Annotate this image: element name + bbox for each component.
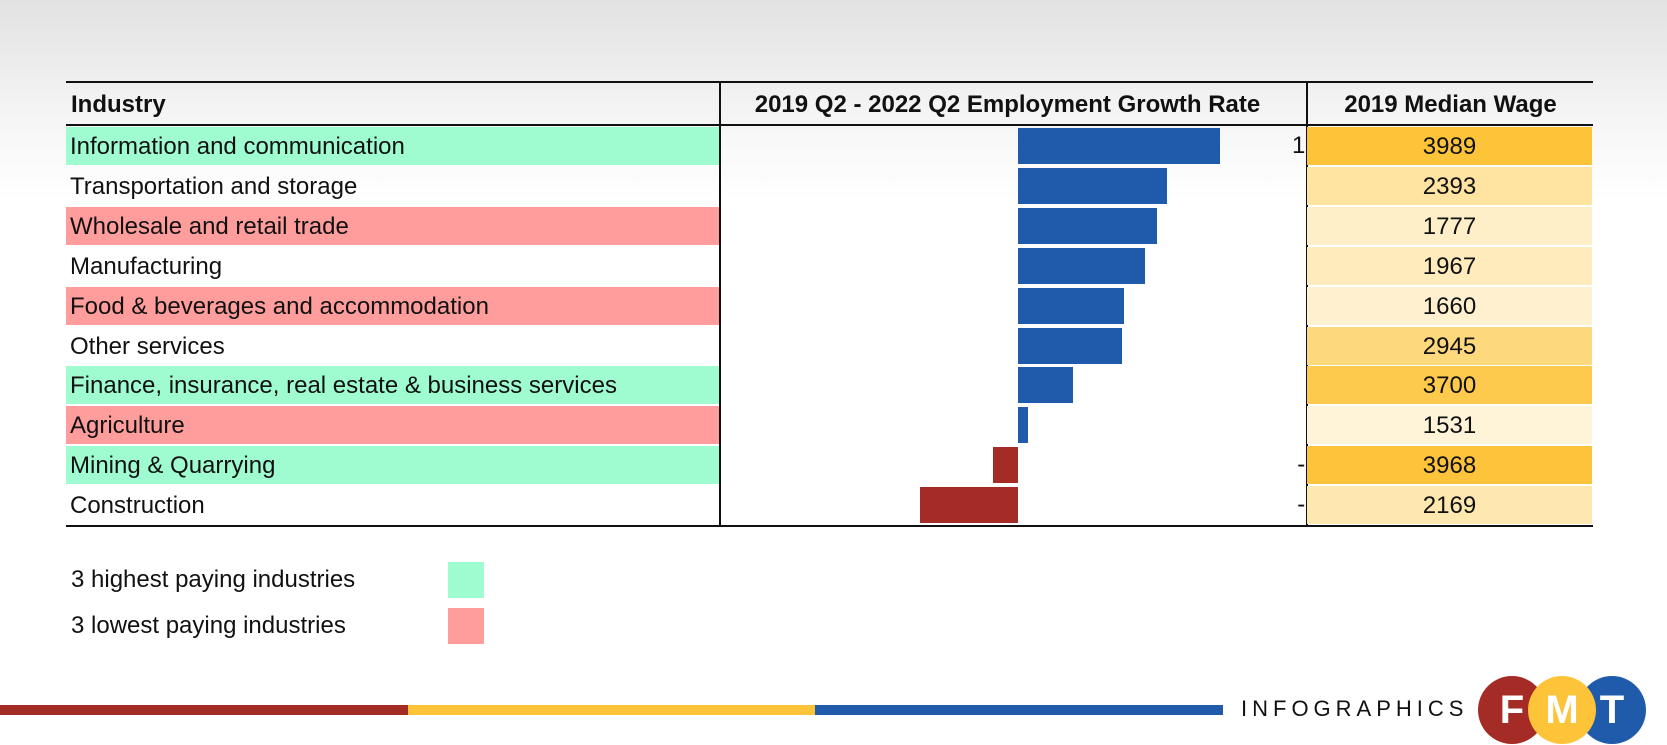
median-wage-cell: 1777 [1307,206,1592,245]
table-row: Other services5.3%2945 [66,326,1593,366]
industry-name: Construction [70,492,205,520]
industry-name: Finance, insurance, real estate & busine… [66,366,719,405]
industry-name: Agriculture [66,406,719,445]
table-row: Agriculture0.5%1531 [66,405,1593,445]
median-wage-cell: 2393 [1307,166,1592,205]
header-industry: Industry [71,91,166,118]
table-row: Construction-5.0%2169 [66,485,1593,525]
table-row: Information and communication10.3%3989 [66,126,1593,166]
logo-letter-m: M [1528,676,1596,744]
growth-bar [1018,128,1220,164]
legend-label-high: 3 highest paying industries [71,566,356,593]
growth-bar [1018,247,1146,284]
median-wage-cell: 2945 [1307,326,1592,365]
industry-name: Manufacturing [70,252,223,280]
growth-bar [1018,287,1124,324]
logo-letter-f: F [1478,676,1546,744]
median-wage-cell: 3989 [1307,127,1592,165]
table-row: Food & beverages and accommodation5.4%16… [66,286,1593,326]
infographics-label: INFOGRAPHICS [1241,696,1469,721]
stripe-red [0,705,408,715]
industry-name: Other services [70,332,225,360]
industry-name: Food & beverages and accommodation [66,286,719,325]
legend-label-low: 3 lowest paying industries [71,612,346,639]
legend-swatch-high [448,562,484,598]
median-wage-cell: 3968 [1307,446,1592,485]
legend-swatch-low [448,608,484,644]
growth-bar [920,487,1018,524]
table-row: Mining & Quarrying-1.3%3968 [66,445,1593,485]
industry-name: Transportation and storage [70,172,358,200]
header-bottom-border [66,124,1593,126]
median-wage-cell: 1531 [1307,406,1592,445]
industry-name: Mining & Quarrying [66,446,719,485]
logo-letter-t: T [1578,676,1646,744]
table-bottom-border [66,525,1593,527]
median-wage-cell: 1967 [1307,246,1592,285]
column-divider-1 [719,81,721,527]
industry-name: Wholesale and retail trade [66,206,719,245]
table-row: Manufacturing6.5%1967 [66,246,1593,286]
growth-bar [992,447,1018,484]
growth-wage-table: Industry 2019 Q2 - 2022 Q2 Employment Gr… [66,81,1593,527]
growth-bar [1018,207,1158,244]
median-wage-cell: 3700 [1307,366,1592,405]
growth-bar [1018,407,1028,444]
stripe-yellow [407,705,816,715]
median-wage-cell: 2169 [1307,486,1592,525]
header-median-wage: 2019 Median Wage [1344,91,1557,118]
growth-bar [1018,327,1122,364]
fmt-logo: F T M [1478,676,1648,744]
table-row: Finance, insurance, real estate & busine… [66,365,1593,405]
growth-bar [1018,367,1073,404]
growth-bar [1018,167,1167,204]
industry-name: Information and communication [66,127,719,165]
median-wage-cell: 1660 [1307,286,1592,325]
table-row: Wholesale and retail trade7.1%1777 [66,206,1593,246]
header-growth-rate: 2019 Q2 - 2022 Q2 Employment Growth Rate [754,91,1261,118]
table-row: Transportation and storage7.6%2393 [66,166,1593,206]
stripe-blue [815,705,1224,715]
table-top-border [66,81,1593,83]
footer-stripe [0,705,1224,715]
